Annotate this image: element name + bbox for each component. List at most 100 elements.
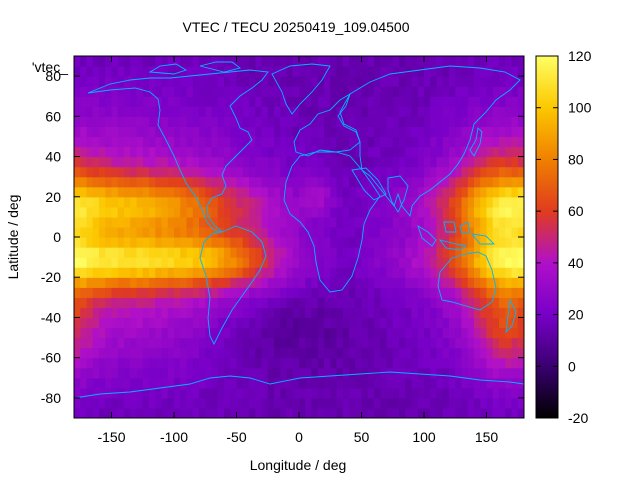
- heatmap-cell: [224, 397, 231, 409]
- heatmap-cell: [399, 327, 406, 339]
- heatmap-cell: [149, 96, 156, 107]
- heatmap-cell: [186, 267, 194, 278]
- heatmap-cell: [230, 196, 238, 208]
- heatmap-cell: [499, 297, 506, 308]
- heatmap-cell: [474, 226, 481, 238]
- heatmap-cell: [167, 196, 175, 208]
- heatmap-cell: [517, 407, 524, 418]
- heatmap-cell: [474, 367, 481, 379]
- heatmap-cell: [317, 387, 325, 399]
- heatmap-cell: [455, 96, 463, 107]
- heatmap-cell: [492, 267, 500, 278]
- heatmap-cell: [455, 257, 463, 268]
- heatmap-cell: [192, 357, 200, 369]
- heatmap-cell: [180, 267, 188, 278]
- heatmap-cell: [380, 206, 388, 218]
- heatmap-cell: [317, 206, 325, 218]
- heatmap-cell: [199, 407, 206, 418]
- heatmap-cell: [249, 397, 256, 409]
- heatmap-cell: [467, 277, 475, 288]
- heatmap-cell: [342, 126, 350, 138]
- heatmap-cell: [317, 126, 325, 138]
- heatmap-cell: [305, 277, 313, 288]
- heatmap-cell: [374, 327, 381, 339]
- heatmap-cell: [242, 76, 250, 87]
- heatmap-cell: [230, 317, 238, 329]
- heatmap-cell: [249, 66, 256, 77]
- heatmap-cell: [174, 317, 181, 329]
- heatmap-cell: [411, 226, 419, 238]
- heatmap-cell: [486, 146, 494, 158]
- heatmap-cell: [274, 86, 281, 97]
- heatmap-cell: [324, 106, 331, 117]
- heatmap-cell: [324, 56, 331, 67]
- heatmap-cell: [511, 297, 519, 308]
- heatmap-cell: [130, 247, 138, 258]
- heatmap-cell: [405, 347, 413, 359]
- heatmap-cell: [205, 347, 213, 359]
- heatmap-cell: [242, 216, 250, 228]
- heatmap-cell: [136, 377, 144, 389]
- heatmap-cell: [424, 407, 431, 418]
- heatmap-cell: [292, 226, 300, 238]
- heatmap-cell: [230, 247, 238, 258]
- heatmap-cell: [255, 277, 263, 288]
- heatmap-cell: [411, 237, 419, 248]
- heatmap-cell: [505, 166, 513, 178]
- x-tick-label: 0: [295, 429, 303, 445]
- heatmap-cell: [92, 116, 100, 127]
- heatmap-cell: [505, 287, 513, 298]
- heatmap-cell: [486, 96, 494, 107]
- heatmap-cell: [136, 166, 144, 178]
- heatmap-cell: [186, 257, 194, 268]
- heatmap-cell: [149, 56, 156, 67]
- heatmap-cell: [461, 76, 469, 87]
- heatmap-cell: [511, 317, 519, 329]
- heatmap-cell: [124, 407, 131, 418]
- heatmap-cell: [305, 387, 313, 399]
- heatmap-cell: [111, 76, 119, 87]
- heatmap-cell: [267, 297, 275, 308]
- heatmap-cell: [299, 397, 306, 409]
- heatmap-cell: [255, 196, 263, 208]
- heatmap-cell: [517, 367, 524, 379]
- heatmap-cell: [349, 166, 356, 178]
- heatmap-cell: [111, 337, 119, 349]
- heatmap-cell: [374, 176, 381, 188]
- heatmap-cell: [117, 327, 125, 339]
- heatmap-cell: [105, 146, 113, 158]
- heatmap-cell: [267, 96, 275, 107]
- heatmap-cell: [92, 267, 100, 278]
- heatmap-cell: [330, 126, 338, 138]
- heatmap-cell: [192, 287, 200, 298]
- heatmap-cell: [292, 116, 300, 127]
- heatmap-cell: [136, 216, 144, 228]
- heatmap-cell: [349, 136, 356, 148]
- heatmap-cell: [242, 407, 250, 418]
- heatmap-cell: [424, 277, 431, 288]
- heatmap-cell: [286, 287, 294, 298]
- heatmap-cell: [255, 86, 263, 97]
- heatmap-cell: [499, 126, 506, 138]
- heatmap-cell: [124, 116, 131, 127]
- heatmap-cell: [411, 176, 419, 188]
- heatmap-cell: [417, 257, 425, 268]
- heatmap-cell: [149, 226, 156, 238]
- heatmap-cell: [417, 96, 425, 107]
- heatmap-cell: [167, 337, 175, 349]
- heatmap-cell: [286, 277, 294, 288]
- heatmap-cell: [217, 76, 225, 87]
- heatmap-cell: [424, 136, 431, 148]
- heatmap-cell: [186, 196, 194, 208]
- heatmap-cell: [217, 86, 225, 97]
- heatmap-cell: [167, 226, 175, 238]
- heatmap-cell: [411, 86, 419, 97]
- heatmap-cell: [342, 176, 350, 188]
- heatmap-cell: [124, 377, 131, 389]
- heatmap-cell: [455, 126, 463, 138]
- heatmap-cell: [142, 116, 150, 127]
- heatmap-cell: [449, 136, 456, 148]
- heatmap-cell: [136, 226, 144, 238]
- heatmap-cell: [430, 56, 438, 67]
- heatmap-cell: [505, 196, 513, 208]
